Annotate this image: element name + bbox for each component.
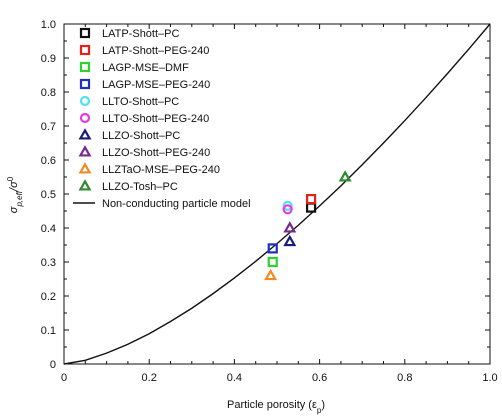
legend-entry: LLTO-Shott–PC [79,95,179,108]
legend-marker-triangle [78,179,92,191]
legend-label: Non-conducting particle model [102,198,251,210]
legend-label: LAGP-MSE–PEG-240 [102,79,210,91]
y-tick-label: 0.7 [41,121,56,133]
legend-marker-triangle [78,162,92,174]
data-point-square [267,243,278,254]
legend-entry: LAGP-MSE–DMF [79,61,189,74]
x-tick-label: 0.4 [227,372,242,384]
legend-label: LLZO-Tosh–PC [102,181,178,193]
x-tick-label: 1.0 [482,372,497,384]
axes: 0 0.2 0.4 0.6 0.8 1.0 0 0.1 0.2 0.3 0.4 0.5 0.6 0.7 0.… [41,19,498,384]
legend-marker-circle [79,112,91,124]
data-points-layer [264,170,352,281]
legend-label: LLZTaO-MSE–PEG-240 [102,164,220,176]
legend-entry-model: Non-conducting particle model [73,198,251,210]
y-axis-label-tail: /σ [8,181,20,192]
data-point-triangle [338,170,352,182]
legend-marker-square [79,78,91,90]
x-axis-label-tail: ) [321,399,325,411]
legend-entry: LLZO-Shott–PEG-240 [78,145,210,159]
y-tick-label: 0.9 [41,53,56,65]
x-axis-label: Particle porosity (εp) [227,399,325,415]
data-point-square [305,194,317,205]
legend-entry: LATP-Shott–PEG-240 [79,44,209,57]
legend-label: LAGP-MSE–DMF [102,62,189,74]
model-curve [63,23,491,365]
legend-marker-circle [79,95,91,107]
y-tick-label: 0.2 [41,291,56,303]
legend-entry: LLZO-Tosh–PC [78,179,178,193]
plot-frame [63,23,491,365]
data-point-triangle [264,268,278,281]
data-point-triangle [283,234,297,247]
y-tick-label: 1.0 [41,19,56,31]
y-axis-label-main: σ [8,206,20,213]
x-tick-label: 0 [61,372,67,384]
legend-entry: LLZTaO-MSE–PEG-240 [78,162,220,176]
legend: LATP-Shott–PC LATP-Shott–PEG-240 LAGP-MSE–… [73,27,251,210]
legend-entry: LATP-Shott–PC [79,27,179,40]
y-axis-label-sup: 0 [6,176,15,181]
y-axis-label: σp,eff/σ0 [6,176,24,213]
legend-marker-triangle [78,128,92,140]
data-point-circle [282,204,293,215]
legend-label: LLZO-Shott–PEG-240 [102,147,210,159]
model-curve-layer [63,23,491,365]
x-axis-label-main: Particle porosity (ε [227,399,317,411]
data-point-square [267,256,278,268]
legend-label: LATP-Shott–PEG-240 [102,45,209,57]
legend-label: LLTO-Shott–PEG-240 [102,113,209,125]
y-tick-label: 0 [50,359,56,371]
legend-marker-square [79,27,91,39]
y-tick-label: 0.1 [41,325,56,337]
legend-entry: LLTO-Shott–PEG-240 [79,112,209,125]
x-tick-label: 0.2 [142,372,157,384]
legend-label: LLTO-Shott–PC [102,96,179,108]
data-point-circle [282,200,293,211]
y-tick-label: 0.3 [41,257,56,269]
legend-marker-triangle [78,145,92,157]
legend-entry: LLZO-Shott–PC [78,128,180,142]
y-tick-label: 0.4 [41,223,56,235]
x-tick-label: 0.6 [312,372,327,384]
x-tick-label: 0.8 [397,372,412,384]
legend-marker-square [79,44,91,56]
y-axis-label-sub: p,eff [15,190,24,207]
y-tick-label: 0.5 [41,189,56,201]
legend-label: LLZO-Shott–PC [102,130,180,142]
legend-entry: LAGP-MSE–PEG-240 [79,78,210,91]
data-point-triangle [283,221,297,233]
y-tick-label: 0.6 [41,155,56,167]
legend-marker-square [79,61,91,73]
x-axis-label-sub: p [317,406,322,415]
legend-label: LATP-Shott–PC [102,28,179,40]
y-tick-label: 0.8 [41,87,56,99]
